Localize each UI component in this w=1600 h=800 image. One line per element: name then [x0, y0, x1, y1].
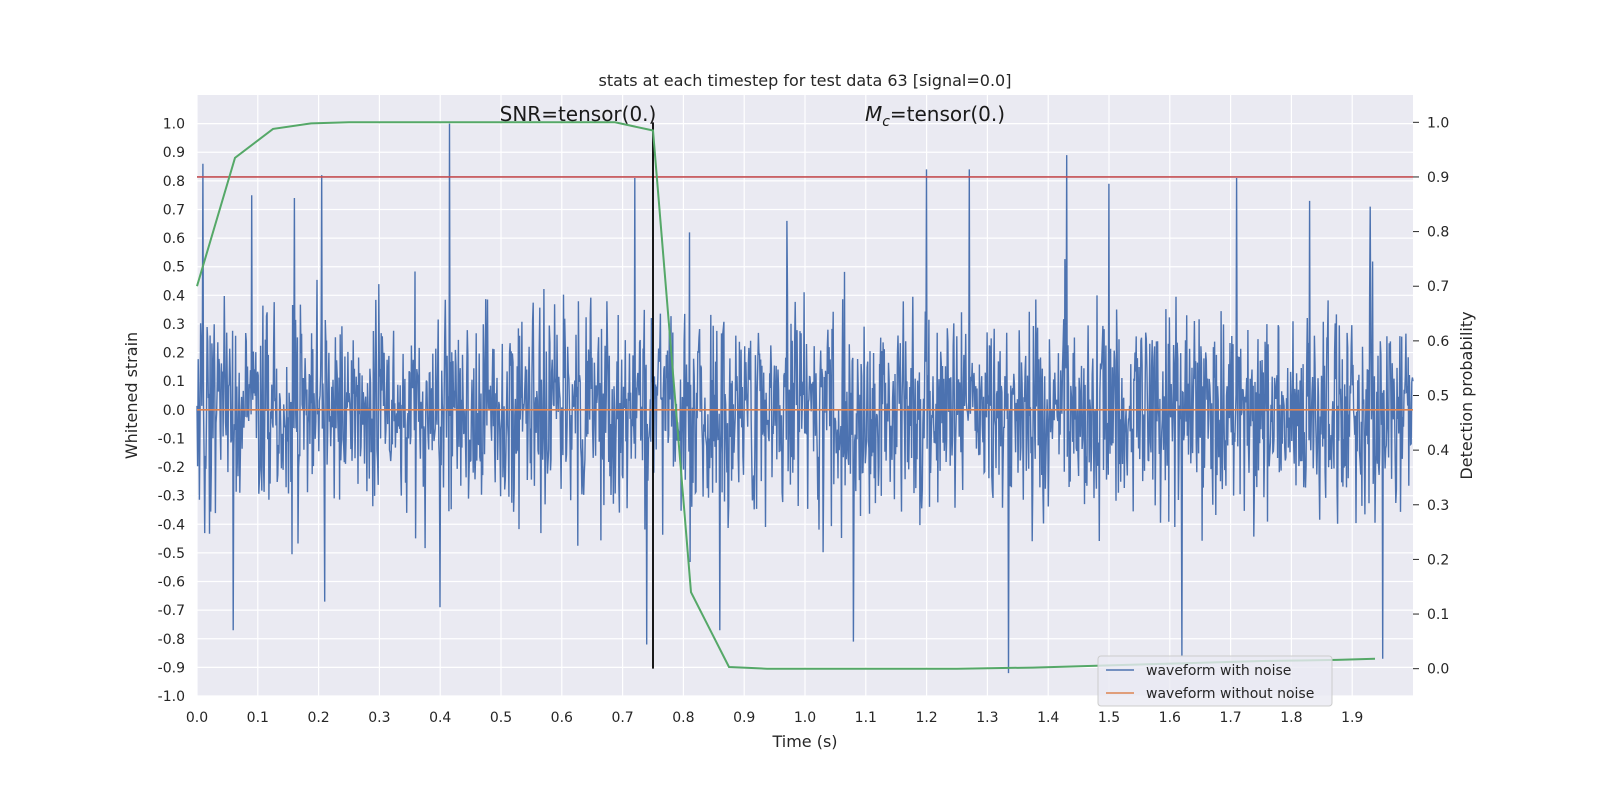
y-tick-right-label: 0.4	[1427, 443, 1449, 459]
y-tick-left-label: 0.7	[163, 202, 185, 218]
chart-title: stats at each timestep for test data 63 …	[599, 71, 1012, 90]
x-tick-label: 0.0	[186, 710, 208, 726]
x-tick-label: 1.1	[855, 710, 877, 726]
y-tick-left-label: -0.8	[158, 632, 185, 648]
y-tick-left-label: 0.1	[163, 374, 185, 390]
y-tick-left-label: 0.4	[163, 288, 185, 304]
x-tick-label: 0.1	[247, 710, 269, 726]
y-tick-right-label: 0.8	[1427, 225, 1449, 241]
mc-annotation: Mc=tensor(0.)	[865, 102, 1005, 130]
x-tick-label: 0.6	[551, 710, 573, 726]
y-tick-left-label: 0.2	[163, 346, 185, 362]
x-tick-label: 0.8	[672, 710, 694, 726]
y-tick-right-label: 0.6	[1427, 334, 1449, 350]
y-tick-left-label: 0.8	[163, 174, 185, 190]
y-tick-right-label: 0.0	[1427, 662, 1449, 678]
y-tick-left-label: 1.0	[163, 117, 185, 133]
y-tick-left-label: -0.1	[158, 431, 185, 447]
x-tick-label: 1.0	[794, 710, 816, 726]
y-tick-right-label: 1.0	[1427, 115, 1449, 131]
y-tick-right-label: 0.7	[1427, 279, 1449, 295]
y-tick-left-label: -0.4	[158, 517, 185, 533]
x-tick-label: 0.3	[368, 710, 390, 726]
x-tick-label: 1.6	[1159, 710, 1181, 726]
legend-box	[1097, 655, 1333, 707]
y-tick-right-label: 0.5	[1427, 389, 1449, 405]
x-tick-label: 0.5	[490, 710, 512, 726]
y-tick-left-label: -0.9	[158, 660, 185, 676]
y-axis-right: 0.0 0.1 0.2 0.3 0.4 0.5 0.6 0.7 0.8 0.9 1.0	[1413, 115, 1449, 678]
x-tick-label: 0.4	[429, 710, 451, 726]
y-tick-left-label: 0.3	[163, 317, 185, 333]
noise-series	[196, 123, 1414, 674]
y-axis-right-label: Detection probability	[1457, 311, 1476, 479]
x-tick-label: 1.7	[1219, 710, 1241, 726]
x-tick-label: 1.9	[1341, 710, 1363, 726]
y-tick-left-label: -0.7	[158, 603, 185, 619]
x-tick-label: 1.3	[976, 710, 998, 726]
y-tick-right-label: 0.3	[1427, 498, 1449, 514]
y-tick-left-label: 0.0	[163, 403, 185, 419]
x-tick-label: 1.4	[1037, 710, 1059, 726]
x-tick-label: 0.7	[611, 710, 633, 726]
y-tick-left-label: -0.6	[158, 575, 185, 591]
legend-label-noise: waveform with noise	[1146, 663, 1291, 679]
mc-symbol: M	[865, 102, 882, 126]
y-axis-left-label: Whitened strain	[122, 332, 141, 459]
y-tick-left-label: -0.3	[158, 489, 185, 505]
y-tick-left-label: 0.9	[163, 145, 185, 161]
y-tick-left-label: -0.2	[158, 460, 185, 476]
y-tick-right-label: 0.1	[1427, 607, 1449, 623]
y-axis-left: -1.0 -0.9 -0.8 -0.7 -0.6 -0.5 -0.4 -0.3 -0.2 -0.1…	[158, 117, 185, 705]
x-axis-label: Time (s)	[771, 732, 837, 751]
x-tick-label: 0.9	[733, 710, 755, 726]
y-tick-right-label: 0.9	[1427, 170, 1449, 186]
snr-annotation: SNR=tensor(0.)	[500, 102, 657, 126]
legend-label-clean: waveform without noise	[1146, 686, 1314, 702]
y-tick-left-label: 0.6	[163, 231, 185, 247]
y-tick-right-label: 0.2	[1427, 552, 1449, 568]
mc-subscript: c	[882, 114, 890, 130]
mc-value: =tensor(0.)	[890, 102, 1005, 126]
y-tick-left-label: 0.5	[163, 260, 185, 276]
y-tick-left-label: -0.5	[158, 546, 185, 562]
x-tick-label: 1.5	[1098, 710, 1120, 726]
legend: waveform with noise waveform without noi…	[1097, 655, 1333, 707]
x-tick-label: 1.8	[1280, 710, 1302, 726]
noise-trace-line	[196, 123, 1414, 674]
x-tick-label: 0.2	[307, 710, 329, 726]
x-tick-label: 1.2	[915, 710, 937, 726]
x-axis: 0.0 0.1 0.2 0.3 0.4 0.5 0.6 0.7 0.8 0.9 1.0 1.1 1.2 1…	[186, 710, 1363, 726]
y-tick-left-label: -1.0	[158, 689, 185, 705]
